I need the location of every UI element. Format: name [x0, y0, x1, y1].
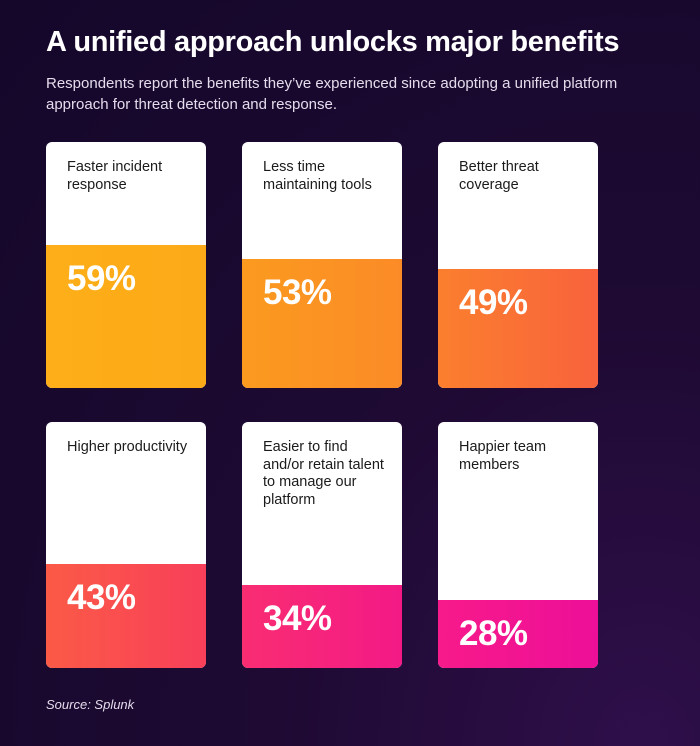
benefit-percentage: 28%	[459, 614, 528, 653]
benefit-card: Faster incident response 59%	[46, 142, 206, 388]
benefit-percentage: 59%	[67, 259, 136, 298]
benefit-bar-fill: 28%	[438, 600, 598, 668]
benefit-label: Better threat coverage	[459, 159, 539, 193]
benefit-label: Faster incident response	[67, 159, 163, 193]
benefit-label: Easier to find and/or retain talent to m…	[263, 439, 384, 508]
benefit-label: Higher productivity	[67, 439, 188, 455]
source-note: Source: Splunk	[46, 697, 135, 712]
benefit-bar-fill: 59%	[46, 245, 206, 388]
benefit-card: Less time maintaining tools 53%	[242, 142, 402, 388]
benefit-card: Better threat coverage 49%	[438, 142, 598, 388]
benefit-card: Higher productivity 43%	[46, 422, 206, 668]
benefit-bar-fill: 43%	[46, 564, 206, 668]
benefit-label: Less time maintaining tools	[263, 159, 372, 193]
benefit-percentage: 49%	[459, 283, 528, 322]
chart-subtitle: Respondents report the benefits they’ve …	[46, 75, 618, 113]
chart-title: A unified approach unlocks major benefit…	[46, 26, 620, 58]
benefit-card: Happier team members 28%	[438, 422, 598, 668]
benefit-bar-fill: 49%	[438, 269, 598, 388]
benefit-bar-fill: 34%	[242, 585, 402, 668]
benefit-percentage: 53%	[263, 273, 332, 312]
benefit-bar-fill: 53%	[242, 259, 402, 388]
benefit-percentage: 34%	[263, 599, 332, 638]
benefit-cards-grid: Faster incident response 59% Less time mai…	[46, 142, 598, 668]
benefit-percentage: 43%	[67, 578, 136, 617]
benefit-label: Happier team members	[459, 439, 547, 473]
benefit-card: Easier to find and/or retain talent to m…	[242, 422, 402, 668]
